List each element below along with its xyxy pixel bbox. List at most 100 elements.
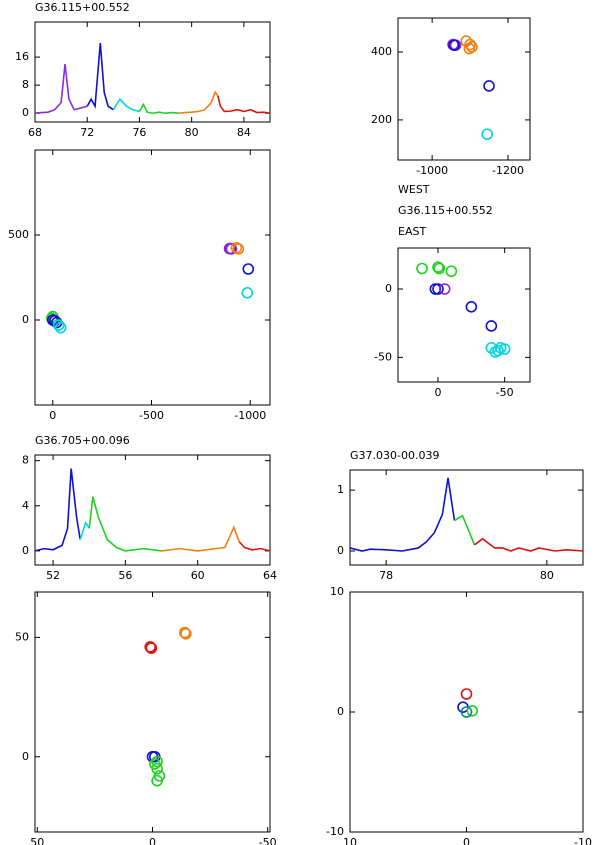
- plot-frame: [34, 149, 271, 406]
- maser-spot: [180, 627, 192, 640]
- x-tick-label: 10: [343, 836, 357, 845]
- plot-frame: [349, 591, 584, 833]
- plot-frame: [349, 469, 584, 566]
- spectrum-line: [34, 64, 88, 115]
- x-tick-label: -1200: [492, 164, 524, 177]
- x-tick-label: -1000: [416, 164, 448, 177]
- y-tick-label: 10: [330, 585, 344, 598]
- x-tick-label: 72: [80, 126, 94, 139]
- plot-frame: [34, 454, 271, 566]
- x-tick-label: -10: [574, 836, 592, 845]
- maser-spot: [232, 243, 245, 255]
- maser-spot: [416, 262, 428, 275]
- maser-spot: [460, 706, 473, 718]
- x-tick-label: 64: [263, 569, 277, 582]
- spectrum-line: [178, 90, 219, 115]
- y-tick-label: 500: [8, 228, 29, 241]
- spectrum-line: [79, 520, 90, 540]
- y-tick-label: 0: [22, 750, 29, 763]
- x-tick-label: 0: [463, 836, 470, 845]
- maser-spot: [52, 319, 65, 331]
- plot-frame: [397, 247, 531, 383]
- maser-spot: [438, 283, 451, 295]
- spectrum-line: [217, 95, 271, 115]
- annotation: EAST: [398, 225, 426, 238]
- x-tick-label: 56: [118, 569, 132, 582]
- y-tick-label: 8: [22, 454, 29, 467]
- plot-frame: [397, 17, 531, 161]
- spectrum-line: [161, 525, 241, 552]
- y-tick-label: 200: [371, 113, 392, 126]
- maser-spot: [498, 343, 511, 355]
- maser-spot: [151, 774, 163, 787]
- maser-spot: [465, 300, 478, 313]
- maser-spot: [448, 39, 460, 51]
- maser-spot: [466, 704, 479, 717]
- x-tick-label: 84: [237, 126, 251, 139]
- maser-spot: [481, 128, 493, 140]
- y-tick-label: -50: [374, 350, 392, 363]
- y-tick-label: 16: [15, 50, 29, 63]
- maser-spot: [225, 243, 238, 255]
- x-tick-label: -50: [496, 386, 514, 399]
- maser-spot: [460, 688, 473, 700]
- maser-spot: [433, 262, 446, 275]
- panel-title: G37.030-00.039: [350, 449, 439, 462]
- maser-spot: [54, 321, 67, 334]
- annotation: G36.115+00.552: [398, 204, 493, 217]
- maser-spot: [241, 286, 254, 299]
- maser-spot: [432, 261, 444, 273]
- maser-spot: [144, 641, 156, 653]
- maser-spot: [464, 38, 476, 51]
- spectrum-line: [88, 496, 162, 552]
- y-tick-label: 0: [337, 705, 344, 718]
- maser-spot: [178, 626, 191, 639]
- y-tick-label: -10: [326, 825, 344, 838]
- x-tick-label: 76: [132, 126, 146, 139]
- x-tick-label: 0: [435, 386, 442, 399]
- maser-spot: [151, 755, 163, 768]
- plot-frame: [34, 21, 271, 123]
- panel-title: G36.705+00.096: [35, 434, 130, 447]
- x-tick-label: 80: [540, 569, 554, 582]
- x-tick-label: 50: [30, 836, 44, 845]
- y-tick-label: 50: [15, 630, 29, 643]
- x-tick-label: -1000: [234, 409, 266, 422]
- maser-spot: [445, 265, 458, 278]
- spectrum-line: [112, 97, 140, 113]
- maser-spot: [463, 42, 476, 55]
- maser-spot: [145, 642, 158, 654]
- maser-spot: [151, 762, 163, 775]
- y-tick-label: 400: [371, 45, 392, 58]
- spectrum-line: [86, 42, 114, 111]
- spectrum-line: [138, 102, 179, 115]
- spectrum-line: [34, 468, 81, 552]
- y-tick-label: 4: [22, 499, 29, 512]
- maser-spot: [485, 320, 498, 332]
- y-tick-label: 0: [22, 313, 29, 326]
- x-tick-label: 0: [149, 836, 156, 845]
- x-tick-label: 52: [46, 569, 60, 582]
- y-tick-label: 8: [22, 78, 29, 91]
- x-tick-label: -50: [259, 836, 277, 845]
- x-tick-label: 78: [379, 569, 393, 582]
- x-tick-label: 80: [185, 126, 199, 139]
- plot-frame: [34, 591, 271, 833]
- maser-spot: [483, 80, 495, 92]
- x-tick-label: 0: [49, 409, 56, 422]
- spectrum-line: [454, 514, 476, 546]
- spectrum-line: [238, 541, 271, 552]
- panel-title: G36.115+00.552: [35, 1, 130, 14]
- spectrum-line: [349, 477, 456, 552]
- y-tick-label: 0: [385, 282, 392, 295]
- maser-spot: [492, 344, 504, 357]
- x-tick-label: 60: [191, 569, 205, 582]
- y-tick-label: 1: [337, 483, 344, 496]
- y-tick-label: 0: [337, 544, 344, 557]
- y-tick-label: 0: [22, 544, 29, 557]
- x-tick-label: -500: [139, 409, 164, 422]
- y-tick-label: 0: [22, 106, 29, 119]
- annotation: WEST: [398, 183, 430, 196]
- x-tick-label: 68: [28, 126, 42, 139]
